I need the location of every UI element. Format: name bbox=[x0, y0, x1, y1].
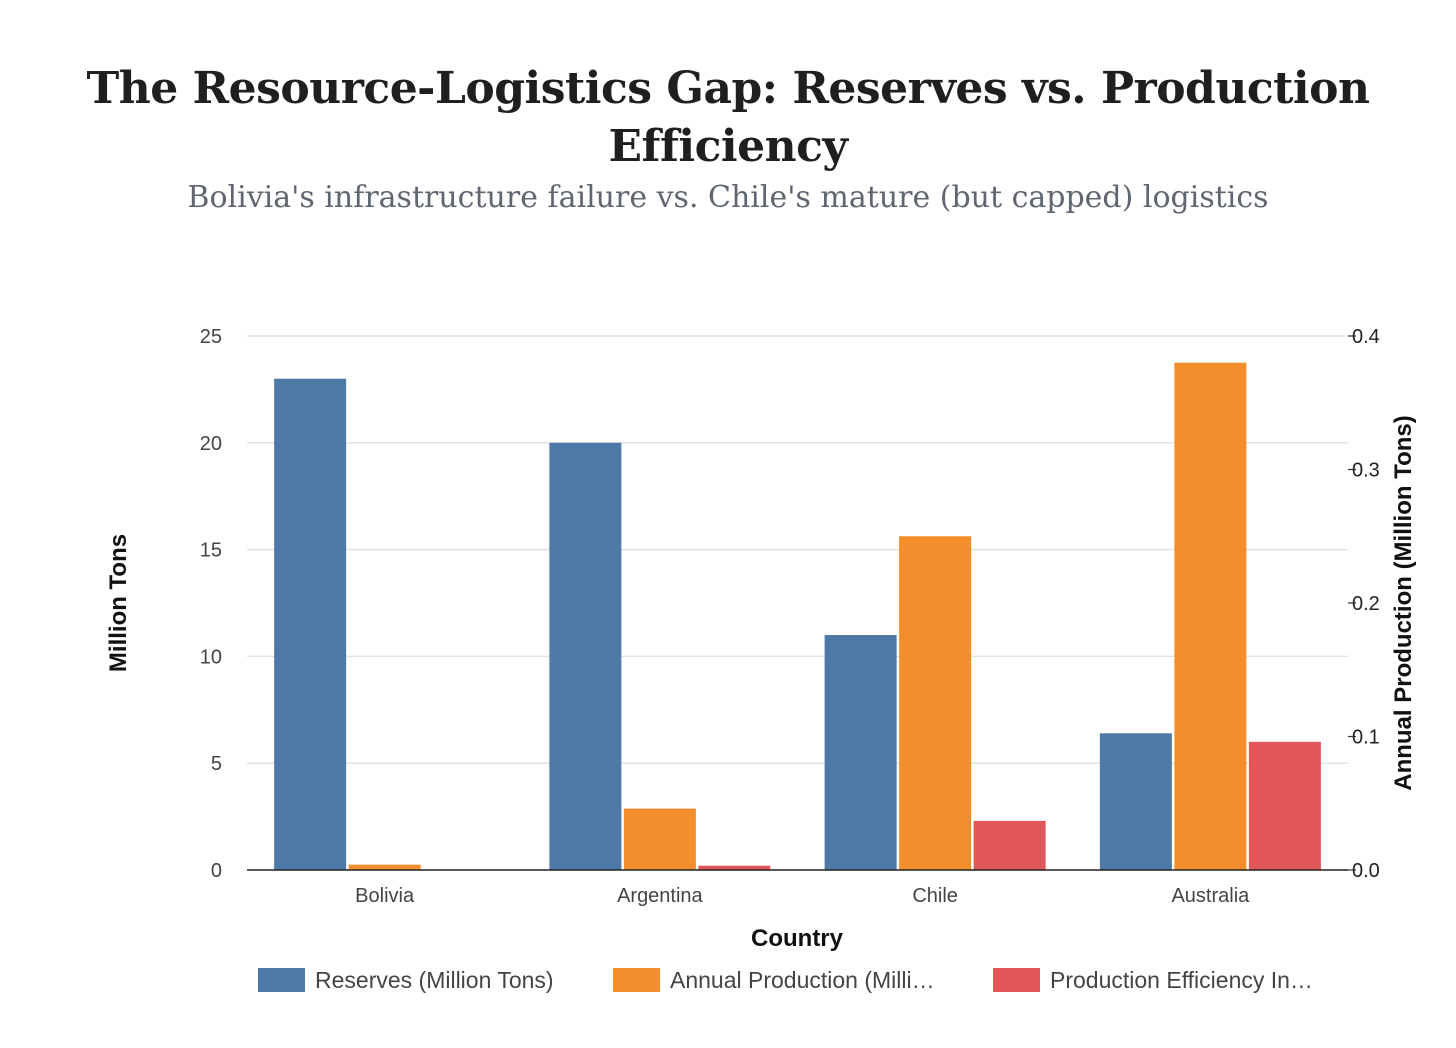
bar-argentina-2[interactable] bbox=[623, 808, 696, 870]
bar-chile-3[interactable] bbox=[973, 820, 1046, 870]
y-tick-label: 15 bbox=[200, 540, 222, 562]
bar-australia-2[interactable] bbox=[1174, 362, 1247, 870]
x-axis-title: Country bbox=[751, 925, 844, 952]
bar-bolivia-1[interactable] bbox=[274, 378, 347, 870]
axes: 0 5 10 15 20 25 0.0 0.1 0.2 0.3 0.4 Bolivia Argentin… bbox=[200, 326, 1380, 907]
chart-title: The Resource-Logistics Gap: Reserves vs.… bbox=[86, 63, 1370, 172]
bar-australia-1[interactable] bbox=[1099, 733, 1172, 870]
bar-australia-3[interactable] bbox=[1248, 741, 1321, 870]
x-tick-label: Bolivia bbox=[355, 885, 415, 907]
x-tick-label: Australia bbox=[1171, 885, 1250, 907]
legend: Reserves (Million Tons) Annual Production… bbox=[258, 967, 1313, 993]
legend-swatch[interactable] bbox=[993, 968, 1040, 992]
y2-tick-label: 0.1 bbox=[1352, 727, 1380, 749]
y-tick-label: 25 bbox=[200, 326, 222, 348]
legend-label[interactable]: Reserves (Million Tons) bbox=[315, 967, 554, 993]
y-axis-title: Million Tons bbox=[105, 534, 132, 672]
x-tick-label: Argentina bbox=[617, 885, 703, 907]
bar-argentina-1[interactable] bbox=[549, 442, 622, 870]
y2-tick-label: 0.3 bbox=[1352, 460, 1380, 482]
y2-tick-label: 0.2 bbox=[1352, 593, 1380, 615]
y-tick-label: 10 bbox=[200, 646, 222, 668]
bar-argentina-3[interactable] bbox=[698, 865, 771, 870]
y-tick-label: 20 bbox=[200, 433, 222, 455]
legend-label[interactable]: Production Efficiency In… bbox=[1050, 967, 1313, 993]
y-tick-label: 0 bbox=[211, 860, 222, 882]
y2-tick-label: 0.0 bbox=[1352, 860, 1380, 882]
y2-axis-title: Annual Production (Million Tons) bbox=[1390, 415, 1417, 791]
bar-bolivia-2[interactable] bbox=[348, 864, 421, 870]
y2-tick-label: 0.4 bbox=[1352, 326, 1380, 348]
legend-swatch[interactable] bbox=[258, 968, 305, 992]
chart-subtitle: Bolivia's infrastructure failure vs. Chi… bbox=[187, 180, 1269, 215]
bars bbox=[274, 362, 1321, 870]
legend-label[interactable]: Annual Production (Milli… bbox=[670, 967, 935, 993]
x-tick-label: Chile bbox=[912, 885, 958, 907]
bar-chile-1[interactable] bbox=[824, 635, 897, 870]
bar-chile-2[interactable] bbox=[899, 536, 972, 870]
y-tick-label: 5 bbox=[211, 753, 222, 775]
legend-swatch[interactable] bbox=[613, 968, 660, 992]
